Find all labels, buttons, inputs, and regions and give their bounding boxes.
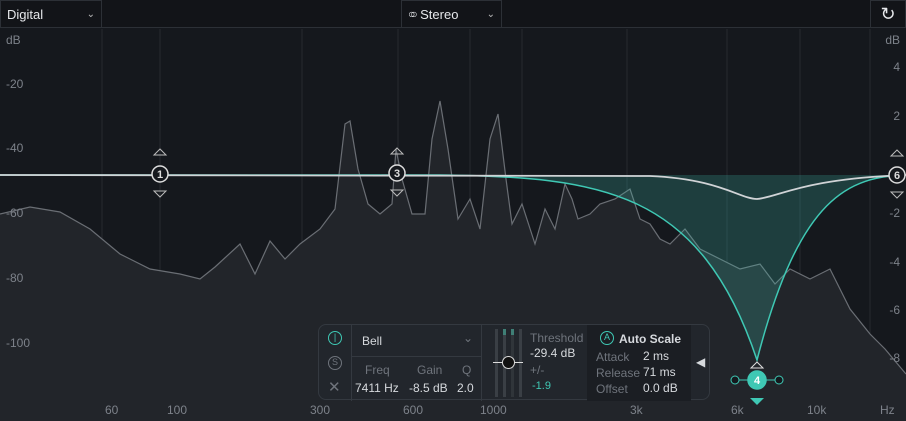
right-db-unit: dB — [885, 33, 900, 47]
freq-tick: 100 — [167, 403, 188, 417]
channel-value: Stereo — [420, 6, 459, 22]
arrow-up-icon[interactable] — [749, 361, 765, 369]
left-db-unit: dB — [6, 33, 21, 47]
channel-dropdown[interactable]: ○○ Stereo ⌄ — [401, 0, 502, 28]
offset-value[interactable]: 0.0 dB — [643, 381, 678, 395]
attack-value[interactable]: 2 ms — [643, 349, 670, 363]
threshold-handle[interactable] — [502, 356, 515, 369]
arrow-up-icon[interactable] — [152, 148, 168, 156]
threshold-value[interactable]: -29.4 dB — [530, 346, 576, 360]
offset-label: Offset — [596, 382, 628, 396]
toolbar: Digital ⌄ ○○ Stereo ⌄ ↻ — [0, 0, 906, 28]
spectrum-line — [0, 100, 906, 375]
arrow-up-icon[interactable] — [889, 149, 905, 157]
right-db-tick: 4 — [893, 60, 900, 74]
q-handle-left[interactable] — [730, 375, 740, 385]
stereo-rings-icon: ○○ — [408, 7, 417, 21]
right-db-tick: 2 — [893, 109, 900, 123]
arrow-down-icon[interactable] — [389, 189, 405, 197]
freq-tick: 6k — [731, 403, 744, 417]
arrow-up-icon[interactable] — [389, 147, 405, 155]
band-params — [351, 357, 481, 401]
mode-value: Digital — [7, 6, 44, 22]
threshold-label: Threshold — [530, 331, 584, 345]
shape-value: Bell — [362, 334, 383, 348]
node-circle[interactable] — [888, 166, 906, 184]
freq-value[interactable]: 7411 Hz — [355, 381, 399, 395]
freq-tick: 1000 — [480, 403, 507, 417]
band-curve — [0, 174, 906, 363]
node-label: 6 — [894, 170, 900, 182]
auto-scale-label[interactable]: Auto Scale — [619, 332, 682, 346]
eq-node-3[interactable]: 3 — [388, 147, 406, 197]
left-db-tick: -100 — [6, 336, 31, 350]
reset-button[interactable]: ↻ — [870, 0, 906, 28]
chevron-down-icon: ⌄ — [462, 331, 473, 345]
left-db-tick: -20 — [6, 77, 24, 91]
freq-tick: 300 — [310, 403, 331, 417]
freq-tick: 3k — [630, 403, 643, 417]
left-db-tick: -60 — [6, 206, 24, 220]
eq-node-1[interactable]: 1 — [151, 148, 169, 198]
right-db-tick: -6 — [889, 303, 900, 317]
freq-label: Freq — [365, 363, 390, 377]
auto-scale-icon[interactable]: A — [600, 331, 614, 345]
release-value[interactable]: 71 ms — [643, 365, 676, 379]
q-value[interactable]: 2.0 — [457, 381, 474, 395]
q-label: Q — [462, 363, 472, 377]
node-circle[interactable] — [388, 164, 406, 182]
gain-value[interactable]: -8.5 dB — [409, 381, 448, 395]
left-db-tick: -80 — [6, 271, 24, 285]
arrow-down-icon[interactable] — [750, 398, 764, 405]
eq-node-6[interactable]: 6 — [888, 149, 906, 199]
threshold-meter[interactable] — [493, 329, 523, 397]
range-label: +/- — [530, 363, 545, 377]
left-db-tick: -40 — [6, 141, 24, 155]
shape-dropdown[interactable]: Bell ⌄ — [351, 325, 481, 357]
reset-icon: ↻ — [880, 3, 896, 24]
attack-label: Attack — [596, 350, 630, 364]
right-db-tick: -4 — [889, 255, 900, 269]
mode-dropdown[interactable]: Digital ⌄ — [0, 0, 102, 28]
arrow-down-icon[interactable] — [152, 190, 168, 198]
collapse-arrow-icon[interactable]: ◀ — [696, 355, 706, 369]
node-label: 1 — [157, 169, 163, 181]
node-circle[interactable] — [151, 165, 169, 183]
freq-tick: 600 — [403, 403, 424, 417]
band-panel: | S ✕ Bell ⌄ Freq 7411 Hz Gain -8.5 dB Q… — [318, 324, 710, 401]
q-handle-right[interactable] — [774, 375, 784, 385]
band-enable-toggle[interactable]: | — [328, 331, 342, 345]
gain-label: Gain — [417, 363, 443, 377]
freq-tick: 10k — [807, 403, 827, 417]
right-db-tick: -8 — [889, 351, 900, 365]
node-label: 4 — [754, 375, 761, 387]
node-circle[interactable] — [747, 370, 767, 390]
band-fill — [440, 175, 906, 360]
eq-curve — [0, 174, 906, 200]
right-db-tick: -2 — [889, 206, 900, 220]
arrow-down-icon[interactable] — [889, 191, 905, 199]
chevron-down-icon: ⌄ — [86, 8, 95, 20]
eq-node-4[interactable]: 4 — [730, 361, 784, 405]
solo-button[interactable]: S — [328, 356, 342, 370]
range-value[interactable]: -1.9 — [532, 380, 551, 392]
node-label: 3 — [394, 168, 400, 180]
freq-unit: Hz — [880, 403, 895, 417]
freq-tick: 60 — [105, 403, 119, 417]
divider — [481, 325, 482, 401]
chevron-down-icon: ⌄ — [486, 8, 495, 20]
release-label: Release — [596, 366, 641, 380]
close-icon[interactable]: ✕ — [328, 379, 341, 396]
